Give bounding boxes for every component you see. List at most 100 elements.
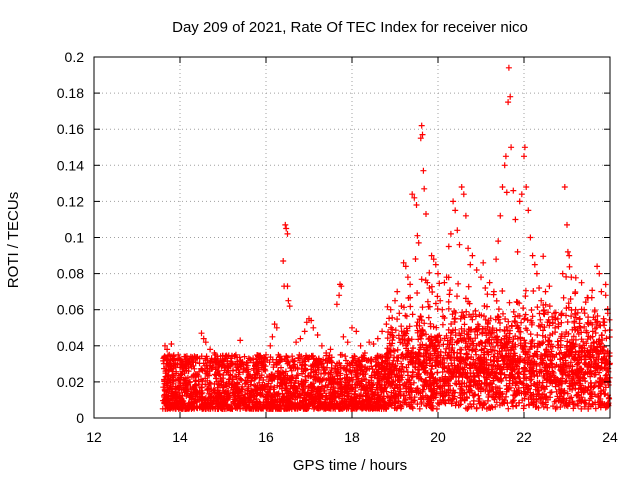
data-point: [415, 350, 422, 356]
data-point: [287, 403, 294, 410]
data-point: [544, 319, 551, 326]
data-point: [526, 361, 533, 368]
data-point: [488, 339, 495, 346]
data-point: [489, 404, 496, 411]
data-point: [187, 356, 193, 363]
data-point: [521, 343, 528, 350]
data-point: [572, 289, 579, 295]
data-point: [595, 382, 602, 389]
data-point: [583, 340, 590, 347]
data-point: [337, 403, 343, 410]
data-point: [260, 405, 267, 412]
data-point: [483, 361, 490, 368]
data-point: [218, 404, 225, 411]
data-point: [337, 376, 343, 383]
data-point: [406, 392, 413, 399]
data-point: [291, 361, 298, 368]
data-point: [601, 322, 608, 329]
data-point: [547, 357, 554, 364]
data-point: [365, 405, 372, 412]
data-point: [326, 352, 333, 359]
data-point: [544, 404, 551, 411]
data-point: [452, 332, 459, 339]
data-point: [470, 346, 477, 353]
data-point: [189, 359, 196, 365]
data-point: [521, 364, 527, 371]
data-point: [591, 308, 598, 315]
data-point: [235, 366, 242, 373]
data-point: [386, 340, 393, 347]
data-point: [237, 337, 244, 344]
data-point: [497, 339, 504, 346]
data-point: [449, 311, 456, 318]
data-point: [510, 403, 516, 410]
data-point: [588, 342, 594, 349]
data-point: [302, 404, 309, 411]
data-point: [279, 369, 286, 376]
data-point: [467, 383, 474, 390]
data-point: [469, 347, 476, 353]
data-point: [409, 311, 416, 318]
data-point: [494, 342, 501, 349]
data-point: [341, 398, 348, 405]
data-point: [191, 384, 198, 391]
data-point: [549, 330, 556, 337]
data-point: [163, 364, 170, 370]
data-point: [461, 397, 468, 404]
data-point: [401, 392, 408, 399]
data-point: [594, 263, 601, 270]
data-point: [510, 366, 517, 372]
data-point: [520, 305, 527, 312]
data-point: [528, 321, 535, 328]
data-point: [434, 293, 441, 300]
data-point: [449, 392, 456, 399]
data-point: [413, 371, 420, 378]
data-point: [267, 342, 274, 349]
data-point: [221, 396, 228, 403]
data-point: [215, 360, 222, 367]
data-point: [490, 377, 497, 384]
data-point: [250, 359, 257, 366]
data-point: [495, 314, 502, 320]
data-point: [567, 296, 574, 302]
data-point: [453, 339, 460, 346]
data-point: [412, 364, 419, 371]
data-point: [525, 207, 532, 214]
data-point: [353, 405, 360, 412]
data-point: [477, 365, 484, 372]
data-point: [220, 384, 227, 391]
data-point: [521, 337, 528, 344]
data-point: [594, 318, 601, 325]
data-point: [570, 382, 577, 388]
data-point: [547, 389, 554, 396]
data-point: [575, 374, 582, 381]
data-point: [387, 306, 394, 313]
data-point: [161, 355, 168, 361]
data-point: [439, 364, 446, 371]
data-point: [446, 374, 452, 381]
data-point: [414, 290, 421, 296]
data-point: [404, 369, 411, 375]
data-point: [501, 328, 508, 334]
data-point: [540, 403, 547, 410]
data-point: [500, 310, 506, 317]
data-point: [591, 358, 598, 365]
data-point: [549, 319, 556, 326]
data-point: [164, 384, 171, 391]
data-point: [563, 312, 569, 319]
axes: 12 14 16 18 20 22 24 0 0.02 0.04 0.06 0.08 0.1 0.12 0.…: [57, 49, 618, 445]
data-point: [343, 357, 349, 364]
data-point: [397, 391, 404, 398]
data-point: [516, 313, 523, 319]
data-point: [164, 357, 171, 364]
data-point: [307, 401, 314, 407]
data-point: [451, 316, 458, 322]
data-point: [198, 390, 205, 397]
data-point: [578, 405, 585, 412]
data-point: [494, 365, 501, 372]
data-point: [274, 401, 281, 408]
data-point: [576, 315, 583, 322]
data-point: [295, 380, 302, 387]
data-point: [472, 307, 479, 314]
